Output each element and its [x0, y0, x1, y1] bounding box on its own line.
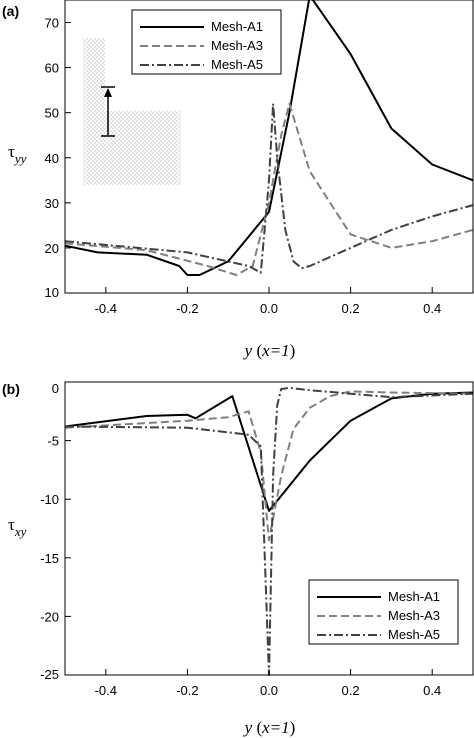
- series-line-b-0: [64, 391, 474, 512]
- y-tick-label-b-0: -25: [40, 667, 59, 682]
- y-tick-label-a-1: 20: [45, 241, 59, 256]
- x-tick-label-a-0: -0.4: [95, 301, 117, 316]
- inset-geometry-sketch: [83, 38, 181, 185]
- x-tick-label-a-1: -0.2: [176, 301, 198, 316]
- x-axis-var-a: y: [243, 341, 253, 360]
- y-tick-label-b-5: 0: [52, 381, 59, 396]
- y-tick-label-a-3: 40: [45, 151, 59, 166]
- x-axis-paren-open-b: (: [252, 718, 262, 737]
- legend-box-a: [131, 9, 282, 75]
- legend-label-b-1: Mesh-A3: [388, 608, 440, 623]
- y-axis-title-a: τyy: [8, 142, 27, 166]
- y-tick-label-b-2: -15: [40, 551, 59, 566]
- series-line-b-1: [64, 390, 474, 542]
- y-tick-label-a-0: 10: [45, 285, 59, 300]
- inset-arrow-head-icon: [104, 88, 112, 97]
- legend-label-a-0: Mesh-A1: [211, 19, 263, 34]
- inset-domain-shape: [83, 38, 181, 185]
- x-ticks-a: -0.4 -0.2 0.0 0.2 0.4: [95, 287, 441, 316]
- series-group-b: [64, 386, 474, 676]
- x-ticks-b: -0.4 -0.2 0.0 0.2 0.4: [95, 669, 441, 698]
- x-tick-label-b-4: 0.4: [423, 683, 441, 698]
- panel-b-label: (b): [2, 381, 20, 397]
- x-axis-title-a: y (x=1): [243, 341, 296, 360]
- legend-box-b: [308, 579, 459, 645]
- x-tick-label-a-2: 0.0: [260, 301, 278, 316]
- legend-label-a-1: Mesh-A3: [211, 38, 263, 53]
- y-axis-title-b: τxy: [8, 515, 27, 539]
- legend-b: Mesh-A1 Mesh-A3 Mesh-A5: [308, 579, 459, 645]
- x-tick-label-b-1: -0.2: [176, 683, 198, 698]
- x-axis-paren-a: x=1: [261, 341, 290, 360]
- y-tick-label-b-3: -10: [40, 492, 59, 507]
- y-tick-label-b-1: -20: [40, 609, 59, 624]
- y-ticks-a: 10 20 30 40 50 60 70: [45, 16, 71, 300]
- x-tick-label-b-0: -0.4: [95, 683, 117, 698]
- legend-label-a-2: Mesh-A5: [211, 57, 263, 72]
- legend-label-b-2: Mesh-A5: [388, 627, 440, 642]
- y-tick-label-a-4: 50: [45, 106, 59, 121]
- series-line-a-2: [64, 102, 474, 274]
- x-axis-paren-close-a: ): [290, 341, 296, 360]
- series-line-a-1: [64, 102, 474, 276]
- y-axis-subscript-a: yy: [13, 151, 27, 166]
- x-axis-paren-close-b: ): [290, 718, 296, 737]
- x-axis-title-b: y (x=1): [243, 718, 296, 737]
- x-axis-var-b: y: [243, 718, 253, 737]
- series-group-a: [64, 0, 474, 276]
- panel-a-label: (a): [2, 3, 19, 19]
- x-axis-paren-b: x=1: [261, 718, 290, 737]
- y-axis-subscript-b: xy: [14, 524, 27, 539]
- y-tick-label-a-6: 70: [45, 16, 59, 31]
- x-tick-label-a-3: 0.2: [342, 301, 360, 316]
- y-tick-label-a-2: 30: [45, 196, 59, 211]
- y-axis-symbol-b: τ: [8, 515, 15, 534]
- legend-a: Mesh-A1 Mesh-A3 Mesh-A5: [131, 9, 282, 75]
- x-axis-paren-open-a: (: [252, 341, 262, 360]
- y-tick-label-a-5: 60: [45, 61, 59, 76]
- x-tick-label-a-4: 0.4: [423, 301, 441, 316]
- y-ticks-b: -25 -20 -15 -10 -5 0: [40, 381, 71, 682]
- x-tick-label-b-2: 0.0: [260, 683, 278, 698]
- x-tick-label-b-3: 0.2: [342, 683, 360, 698]
- chart-panel-b: (b) -0.4 -0.2 0.0 0.2 0.4 -25-20-15-10-50 τx…: [2, 381, 474, 737]
- series-line-b-2: [64, 386, 474, 676]
- y-axis-symbol-a: τ: [8, 142, 15, 161]
- y-tick-label-b-4: -5: [47, 434, 59, 449]
- legend-label-b-0: Mesh-A1: [388, 589, 440, 604]
- series-line-a-0: [64, 0, 474, 276]
